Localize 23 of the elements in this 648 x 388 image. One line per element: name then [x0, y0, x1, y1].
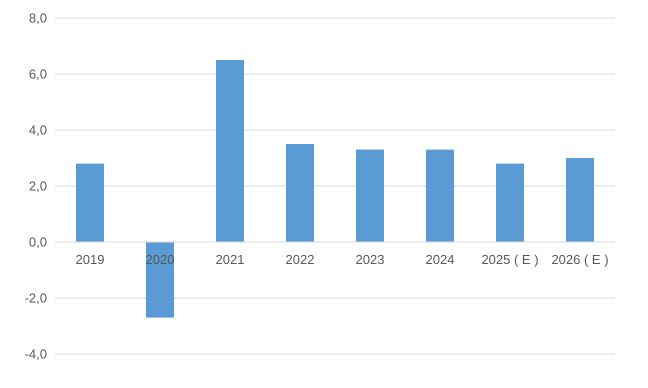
bar [426, 150, 454, 242]
x-tick-label: 2026 ( E ) [551, 252, 609, 267]
y-tick-label: -4,0 [24, 346, 47, 362]
x-tick-label: 2025 ( E ) [481, 252, 539, 267]
bar [566, 158, 594, 242]
bar [286, 144, 314, 242]
y-tick-label: 4,0 [28, 122, 47, 138]
x-tick-label: 2024 [426, 252, 454, 267]
x-tick-label: 2020 [146, 252, 174, 267]
y-tick-label: 8,0 [28, 10, 47, 26]
bar [356, 150, 384, 242]
bar [76, 164, 104, 242]
x-tick-label: 2019 [76, 252, 104, 267]
y-tick-label: 6,0 [28, 66, 47, 82]
x-tick-label: 2022 [286, 252, 314, 267]
x-tick-label: 2021 [216, 252, 244, 267]
y-tick-label: 2,0 [28, 178, 47, 194]
bar [496, 164, 524, 242]
x-tick-label: 2023 [356, 252, 384, 267]
y-tick-label: -2,0 [24, 290, 47, 306]
y-tick-label: 0,0 [28, 234, 47, 250]
bar [216, 60, 244, 242]
bar [146, 242, 174, 318]
